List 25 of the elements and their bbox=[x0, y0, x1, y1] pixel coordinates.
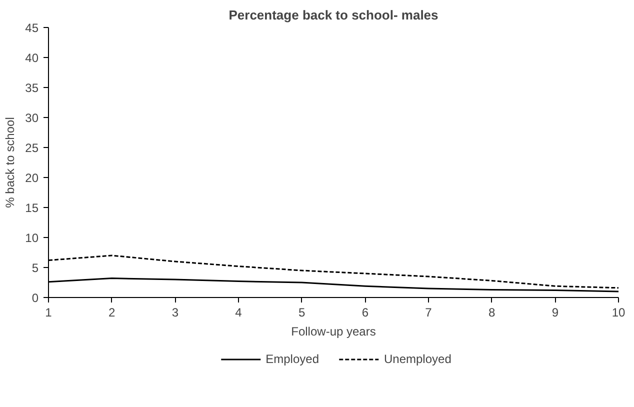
x-tick-label: 6 bbox=[362, 306, 369, 320]
y-tick-label: 20 bbox=[25, 171, 39, 185]
x-tick-label: 7 bbox=[425, 306, 432, 320]
y-tick-label: 25 bbox=[25, 141, 39, 155]
legend-label: Employed bbox=[266, 352, 319, 366]
y-tick-label: 15 bbox=[25, 201, 39, 215]
x-tick-label: 2 bbox=[108, 306, 116, 320]
y-tick-label: 30 bbox=[25, 111, 39, 125]
x-tick-label: 3 bbox=[172, 306, 179, 320]
x-tick-label: 9 bbox=[552, 306, 559, 320]
y-tick-label: 35 bbox=[25, 81, 39, 95]
y-tick-label: 45 bbox=[25, 21, 39, 35]
chart-title: Percentage back to school- males bbox=[228, 8, 438, 22]
x-tick-label: 5 bbox=[298, 306, 306, 320]
y-tick-label: 5 bbox=[32, 261, 39, 275]
x-tick-label: 8 bbox=[488, 306, 496, 320]
x-tick-label: 1 bbox=[45, 306, 52, 320]
y-tick-label: 10 bbox=[25, 231, 39, 245]
x-tick-label: 10 bbox=[612, 306, 626, 320]
legend-label: Unemployed bbox=[384, 352, 452, 366]
x-tick-label: 4 bbox=[235, 306, 242, 320]
y-tick-label: 40 bbox=[25, 51, 39, 65]
x-axis-title: Follow-up years bbox=[291, 324, 376, 338]
y-tick-label: 0 bbox=[32, 291, 39, 305]
y-axis-title: % back to school bbox=[3, 117, 18, 208]
